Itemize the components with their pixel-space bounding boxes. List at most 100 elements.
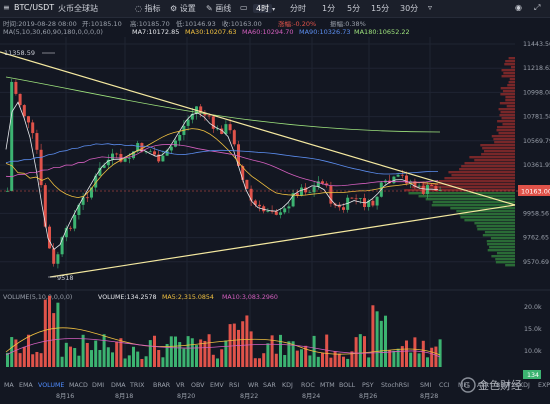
indicator-tab-mtm[interactable]: MTM [320, 382, 335, 389]
volume-bar [300, 349, 303, 367]
candle [270, 211, 274, 212]
indicator-tab-skdj[interactable]: SKDJ [515, 382, 530, 389]
volume-bar [325, 334, 329, 367]
candle [115, 153, 119, 155]
indicator-tab-psy[interactable]: PSY [362, 382, 374, 389]
volume-bar [174, 336, 177, 367]
lower-trendline[interactable] [49, 204, 516, 278]
indicator-tab-cci[interactable]: CCI [439, 382, 450, 389]
chart-area[interactable]: 11443.56 11218.62 10998.08 10781.58 10569.79… [0, 37, 550, 402]
depth-bar [496, 252, 515, 255]
candle [174, 140, 177, 147]
depth-bar [495, 261, 515, 264]
indicators-button[interactable]: ◌ 指标 [135, 3, 161, 14]
upper-trendline[interactable] [0, 51, 516, 206]
volume-bar [132, 346, 135, 367]
indicator-tab-boll[interactable]: BOLL [339, 382, 356, 389]
tab-30min[interactable]: 30分 [400, 4, 419, 13]
depth-bar [508, 57, 515, 60]
indicator-tab-roc[interactable]: ROC [301, 382, 315, 389]
indicator-tab-mfi[interactable]: MFI [458, 382, 469, 389]
indicator-tab-ema[interactable]: EMA [19, 382, 33, 389]
depth-bar [480, 144, 515, 147]
indicator-tab-ma[interactable]: MA [4, 382, 14, 389]
tab-4h[interactable]: 4时 ▾ [253, 3, 275, 14]
indicator-tab-vr[interactable]: VR [176, 382, 185, 389]
indicator-tab-sar[interactable]: SAR [263, 382, 276, 389]
depth-bar [497, 120, 515, 123]
indicator-tab-wr[interactable]: WR [248, 382, 259, 389]
candle [342, 207, 345, 210]
volume-bar [400, 346, 404, 367]
volume-bar [6, 352, 9, 367]
indicator-tab-brar[interactable]: BRAR [153, 382, 171, 389]
volume-ma5-line [5, 327, 441, 356]
depth-bar [500, 87, 515, 90]
candle [237, 144, 240, 166]
depth-bar [505, 60, 515, 63]
depth-bar [482, 147, 515, 150]
candle [279, 212, 282, 215]
volume-bar [161, 357, 165, 367]
indicator-tab-bbw[interactable]: BBW [496, 382, 511, 389]
indicators-label: 指标 [144, 4, 161, 13]
candle [350, 197, 354, 199]
symbol-label[interactable]: BTC/USDT [14, 3, 55, 12]
tab-5min[interactable]: 5分 [347, 4, 361, 13]
camera-icon[interactable]: ◉ [515, 3, 522, 12]
volume-bar [371, 305, 375, 367]
indicator-tab-emv[interactable]: EMV [210, 382, 224, 389]
indicator-tab-stochrsi[interactable]: StochRSI [381, 382, 409, 389]
indicator-tab-volume[interactable]: VOLUME [38, 382, 64, 389]
volume-bar [211, 354, 215, 367]
ma180-value: MA180:10652.22 [354, 28, 410, 36]
fullscreen-icon[interactable]: ⤢ [534, 3, 541, 12]
indicator-tab-dmi[interactable]: DMI [92, 382, 104, 389]
volume-ma5: MA5:2,315.0854 [162, 294, 214, 301]
candle [52, 248, 56, 264]
depth-bar [500, 93, 515, 96]
top-toolbar: ≡ BTC/USDT 火币全球站 ◌ 指标 ⚙ 设置 ✎ 画线 ▭ 4时 ▾ 分时… [0, 0, 550, 18]
candle [136, 143, 140, 152]
exchange-label[interactable]: 火币全球站 [58, 4, 98, 13]
tab-timeshare[interactable]: 分时 [290, 4, 306, 13]
candle [337, 205, 341, 208]
volume-bar [266, 343, 270, 367]
candle [417, 185, 421, 187]
volume-bar [207, 334, 211, 367]
date-axis-label: 8月22 [240, 392, 258, 400]
indicator-tab-trix[interactable]: TRIX [129, 382, 145, 389]
indicator-tab-smi[interactable]: SMI [420, 382, 431, 389]
candle [27, 116, 30, 123]
candle [245, 179, 249, 189]
draw-button[interactable]: ✎ 画线 [206, 3, 231, 14]
indicator-tab-expma[interactable]: EXPMA [538, 382, 550, 389]
indicator-tab-atr[interactable]: ATR [477, 382, 490, 389]
more-icon[interactable]: ▿ [428, 3, 433, 12]
volume-bar [48, 295, 51, 367]
volume-bar [90, 350, 93, 367]
layout-icon[interactable]: ▭ [240, 3, 248, 12]
candle [346, 197, 350, 210]
menu-icon[interactable]: ≡ [3, 3, 10, 12]
volume-bar [224, 340, 228, 367]
tab-15min[interactable]: 15分 [371, 4, 390, 13]
tab-1min[interactable]: 1分 [322, 4, 336, 13]
indicator-tab-dma[interactable]: DMA [111, 382, 126, 389]
candle [224, 124, 228, 134]
volume-ma10-line [5, 338, 441, 358]
depth-bar [499, 114, 515, 117]
indicator-tab-macd[interactable]: MACD [69, 382, 88, 389]
depth-bar [404, 189, 515, 192]
candlestick-chart[interactable]: 11443.56 11218.62 10998.08 10781.58 10569.79… [0, 37, 550, 402]
draw-label: 画线 [215, 4, 232, 13]
ma-params[interactable]: MA(5,10,30,60,90,180,0,0,0,0) [3, 28, 103, 36]
candle [190, 113, 194, 120]
indicator-tab-kdj[interactable]: KDJ [282, 382, 293, 389]
indicator-tab-rsi[interactable]: RSI [229, 382, 239, 389]
depth-bar [506, 105, 515, 108]
settings-button[interactable]: ⚙ 设置 [170, 3, 196, 14]
indicator-tab-obv[interactable]: OBV [191, 382, 205, 389]
info-high: 高:10185.70 [130, 20, 170, 28]
depth-bar [508, 81, 515, 84]
